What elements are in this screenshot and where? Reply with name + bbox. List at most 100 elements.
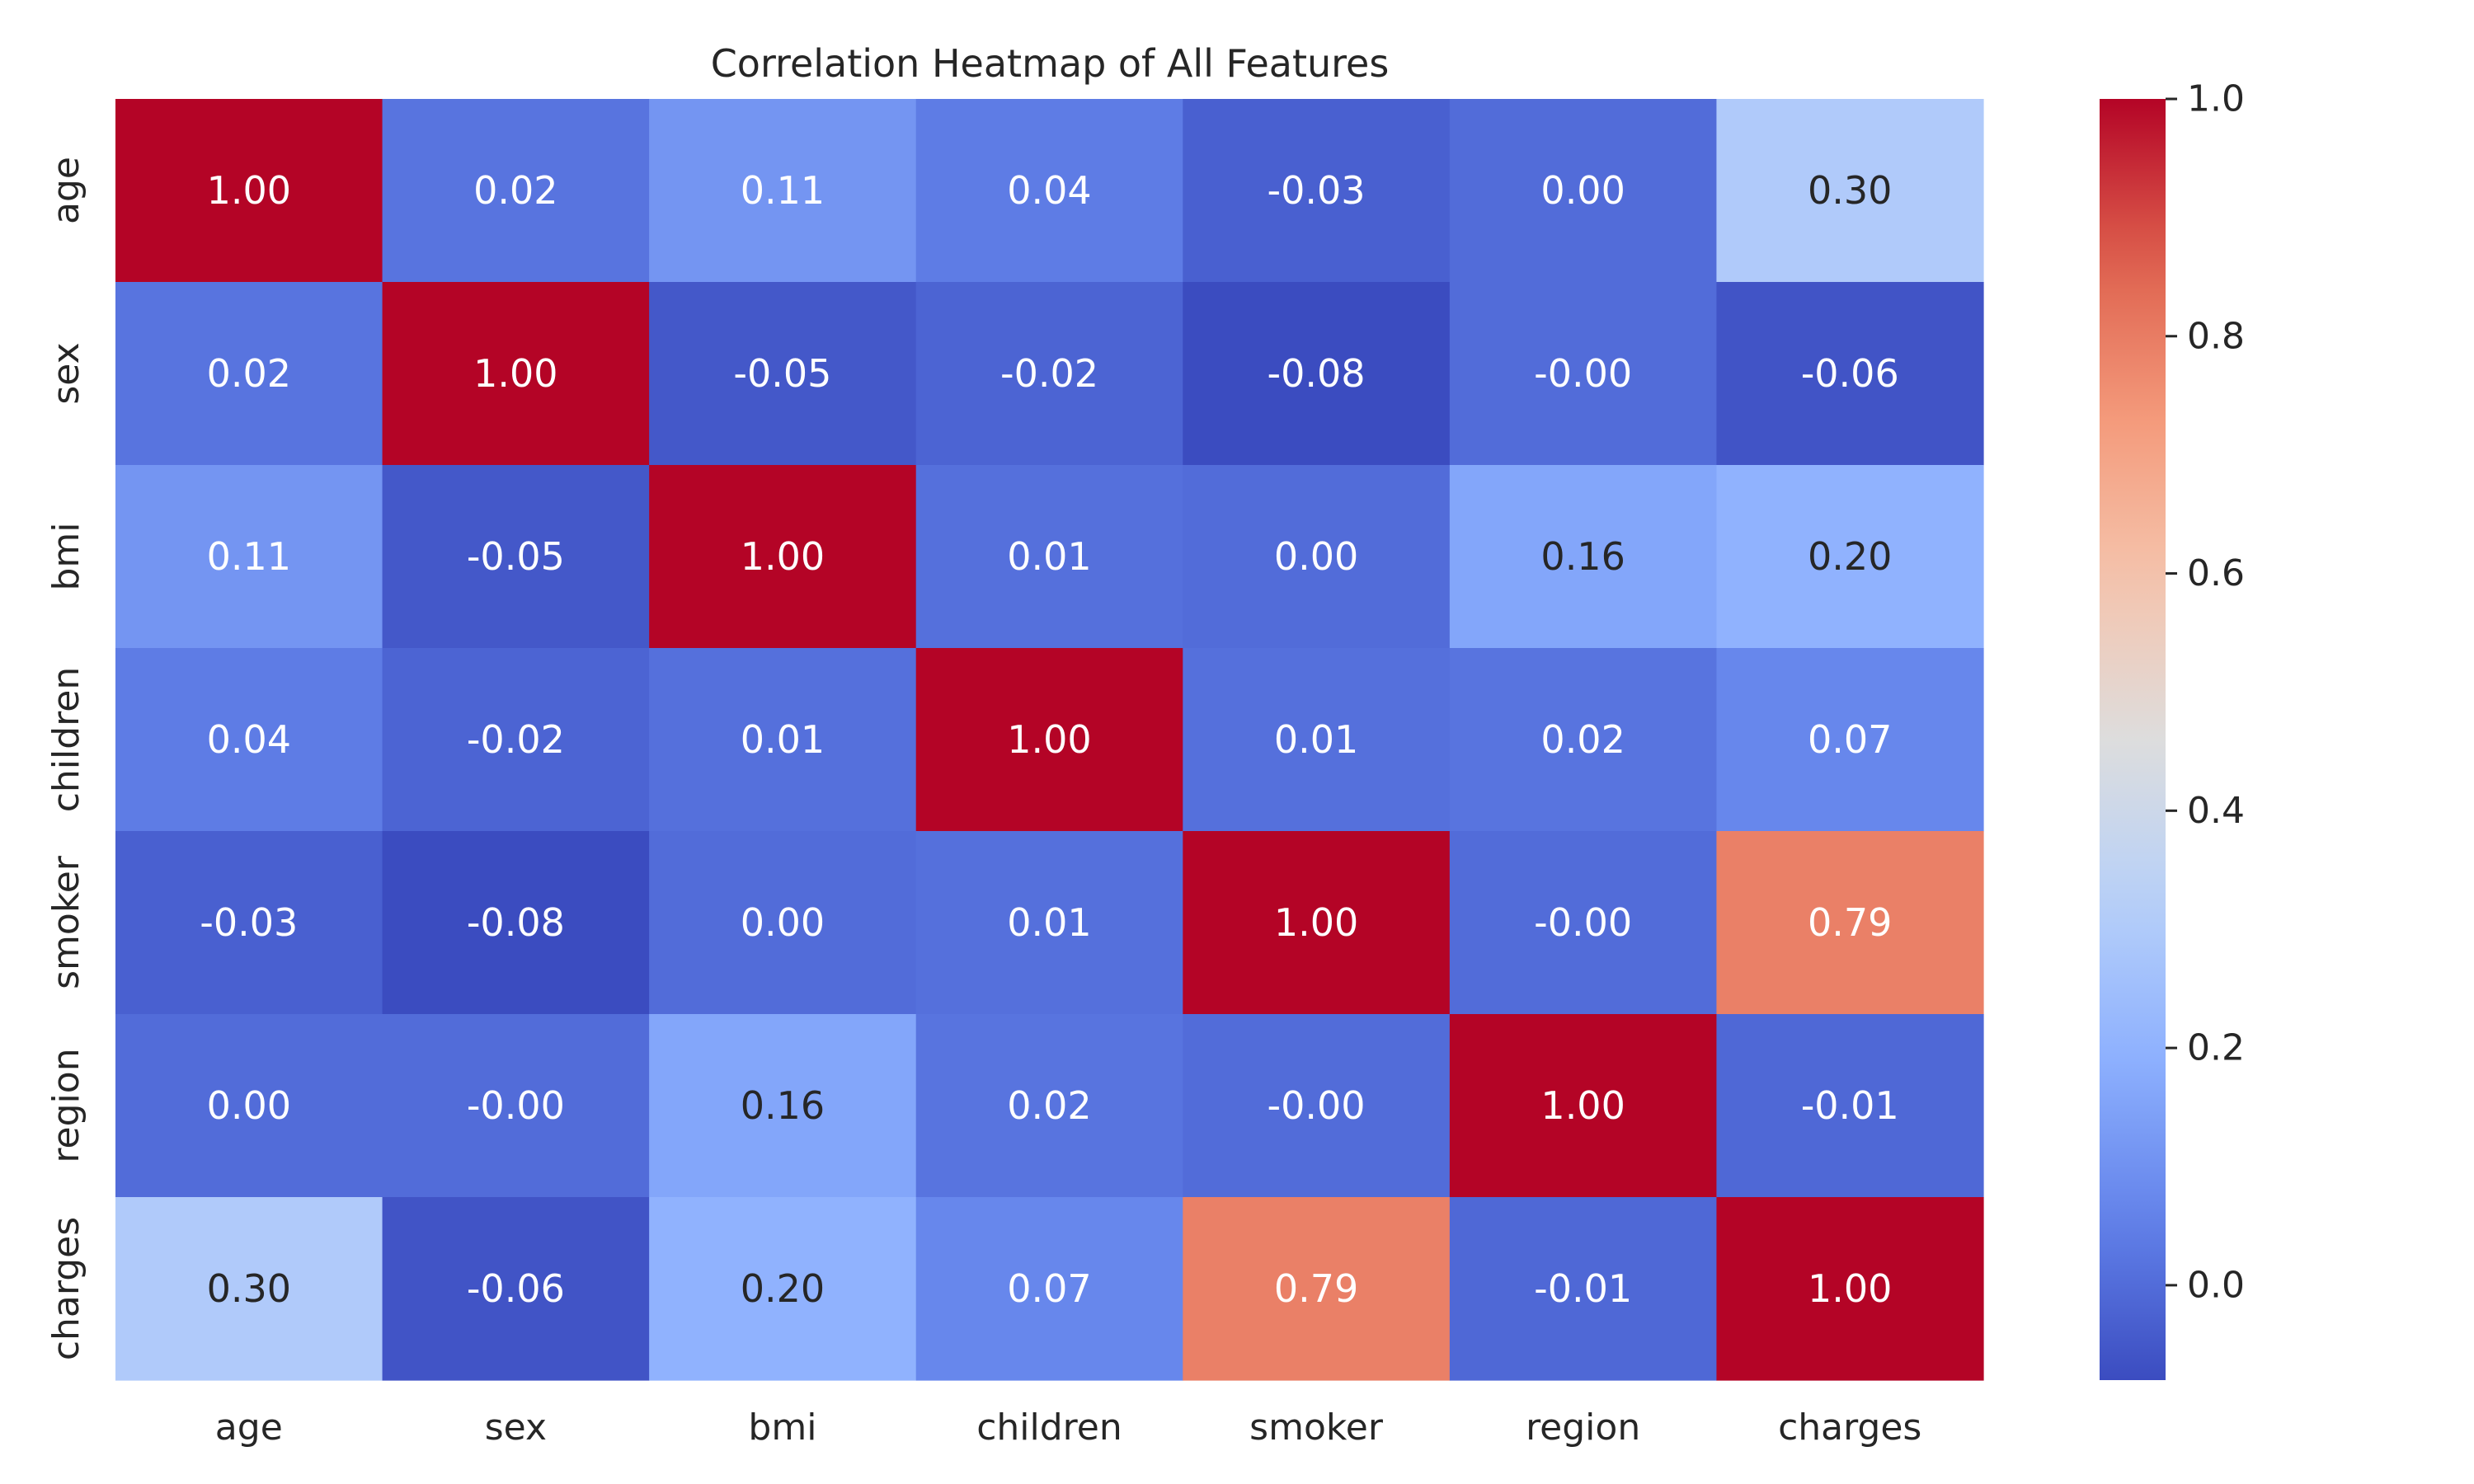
heatmap-cell xyxy=(915,648,1183,832)
heatmap-cell-label: 0.01 xyxy=(1007,534,1091,579)
heatmap-cell-label: -0.05 xyxy=(467,534,565,579)
heatmap-cell-label: -0.06 xyxy=(1801,351,1899,396)
heatmap-cell xyxy=(1183,1014,1451,1198)
heatmap-cell-label: -0.00 xyxy=(467,1083,565,1128)
heatmap-cell xyxy=(649,282,917,466)
heatmap-cell xyxy=(115,1197,383,1381)
heatmap-cell xyxy=(1716,465,1984,649)
heatmap-cell xyxy=(115,1014,383,1198)
heatmap-cell xyxy=(915,465,1183,649)
heatmap-cell xyxy=(1183,465,1451,649)
heatmap-cell xyxy=(649,1014,917,1198)
heatmap-cell-label: 0.02 xyxy=(473,168,557,213)
heatmap-cell xyxy=(382,465,650,649)
heatmap-cell-label: -0.06 xyxy=(467,1266,565,1311)
heatmap-cell xyxy=(649,831,917,1015)
chart-title: Correlation Heatmap of All Features xyxy=(711,41,1390,86)
heatmap-cell xyxy=(915,831,1183,1015)
heatmap-cell xyxy=(115,282,383,466)
heatmap-cell xyxy=(1449,648,1718,832)
heatmap-cell xyxy=(115,99,383,283)
colorbar-tick-label: 0.4 xyxy=(2187,790,2245,832)
heatmap-cell xyxy=(1183,648,1451,832)
heatmap-cell xyxy=(1716,99,1984,283)
heatmap-cell xyxy=(115,831,383,1015)
heatmap-cell xyxy=(649,1197,917,1381)
heatmap-cell xyxy=(1449,99,1718,283)
heatmap-cell-label: -0.03 xyxy=(200,900,298,945)
heatmap-cell xyxy=(382,1197,650,1381)
x-tick-label: smoker xyxy=(1249,1407,1384,1449)
heatmap-cell-label: 0.00 xyxy=(741,900,825,945)
heatmap-cell-label: -0.08 xyxy=(467,900,565,945)
heatmap-cell-label: -0.03 xyxy=(1268,168,1366,213)
heatmap-cell xyxy=(1716,1197,1984,1381)
heatmap-cell xyxy=(382,282,650,466)
heatmap-cell-label: 0.02 xyxy=(207,351,291,396)
heatmap-cell-label: 0.30 xyxy=(207,1266,291,1311)
colorbar-tick-label: 0.6 xyxy=(2187,552,2245,594)
y-tick-label: sex xyxy=(45,342,87,404)
heatmap-cell xyxy=(915,99,1183,283)
heatmap-cell-label: 1.00 xyxy=(1274,900,1358,945)
heatmap-cell-label: 0.20 xyxy=(1808,534,1892,579)
heatmap-cell xyxy=(1183,831,1451,1015)
heatmap-cell-label: 0.02 xyxy=(1007,1083,1091,1128)
heatmap-cell xyxy=(1716,648,1984,832)
heatmap-cell xyxy=(1716,1014,1984,1198)
heatmap-cell xyxy=(115,648,383,832)
heatmap-cell-label: -0.02 xyxy=(1000,351,1098,396)
heatmap-cell-label: 0.00 xyxy=(207,1083,291,1128)
heatmap-cell-label: 1.00 xyxy=(1540,1083,1625,1128)
colorbar-tick-label: 0.0 xyxy=(2187,1264,2245,1306)
heatmap-cell-label: -0.01 xyxy=(1801,1083,1899,1128)
heatmap-cell-label: 0.07 xyxy=(1007,1266,1091,1311)
heatmap-cell xyxy=(1449,282,1718,466)
heatmap-cell-label: -0.00 xyxy=(1534,351,1632,396)
heatmap-cell-label: 0.30 xyxy=(1808,168,1892,213)
y-tick-label: region xyxy=(45,1048,87,1162)
heatmap-cell xyxy=(649,465,917,649)
colorbar xyxy=(2100,99,2166,1380)
heatmap-cell-label: 1.00 xyxy=(741,534,825,579)
x-tick-label: region xyxy=(1526,1407,1640,1449)
y-tick-label: children xyxy=(45,667,87,813)
colorbar-ticks: 0.0 0.2 0.4 0.6 0.8 1.0 xyxy=(2166,78,2245,1306)
colorbar-tick-label: 1.0 xyxy=(2187,78,2245,120)
heatmap-cell-label: -0.05 xyxy=(733,351,831,396)
heatmap-cell-label: 0.01 xyxy=(741,717,825,762)
heatmap-cell-label: 1.00 xyxy=(1808,1266,1892,1311)
heatmap-cell xyxy=(1716,831,1984,1015)
heatmap-cell xyxy=(915,282,1183,466)
heatmap-cell-label: -0.00 xyxy=(1268,1083,1366,1128)
heatmap-cell-label: -0.00 xyxy=(1534,900,1632,945)
heatmap-cell-label: 0.04 xyxy=(207,717,291,762)
heatmap-cell-label: 0.07 xyxy=(1808,717,1892,762)
heatmap-cell-label: -0.08 xyxy=(1268,351,1366,396)
x-axis-ticks: age sex bmi children smoker region charges xyxy=(215,1407,1922,1449)
heatmap-cell-label: 0.01 xyxy=(1007,900,1091,945)
heatmap-cell xyxy=(382,831,650,1015)
heatmap-cell-label: 1.00 xyxy=(473,351,557,396)
heatmap-cell xyxy=(1183,282,1451,466)
heatmap-cell-label: 0.79 xyxy=(1808,900,1892,945)
heatmap-cell-label: 0.79 xyxy=(1274,1266,1358,1311)
heatmap-cell-label: 0.20 xyxy=(741,1266,825,1311)
x-tick-label: children xyxy=(976,1407,1122,1449)
heatmap-cell-label: 0.16 xyxy=(741,1083,825,1128)
heatmap-cell xyxy=(382,99,650,283)
heatmap-cell xyxy=(915,1014,1183,1198)
heatmap-cell xyxy=(1449,1197,1718,1381)
x-tick-label: age xyxy=(215,1407,283,1449)
heatmap-cell-label: 0.04 xyxy=(1007,168,1091,213)
heatmap-cell-label: 0.16 xyxy=(1540,534,1625,579)
x-tick-label: sex xyxy=(485,1407,547,1449)
heatmap-cell xyxy=(1183,99,1451,283)
heatmap-cell xyxy=(1449,831,1718,1015)
heatmap-cell-label: 0.00 xyxy=(1274,534,1358,579)
heatmap-cell xyxy=(1449,465,1718,649)
heatmap-cell-label: 0.02 xyxy=(1540,717,1625,762)
heatmap-cell-label: 0.11 xyxy=(207,534,291,579)
heatmap-cells xyxy=(115,99,1984,1381)
